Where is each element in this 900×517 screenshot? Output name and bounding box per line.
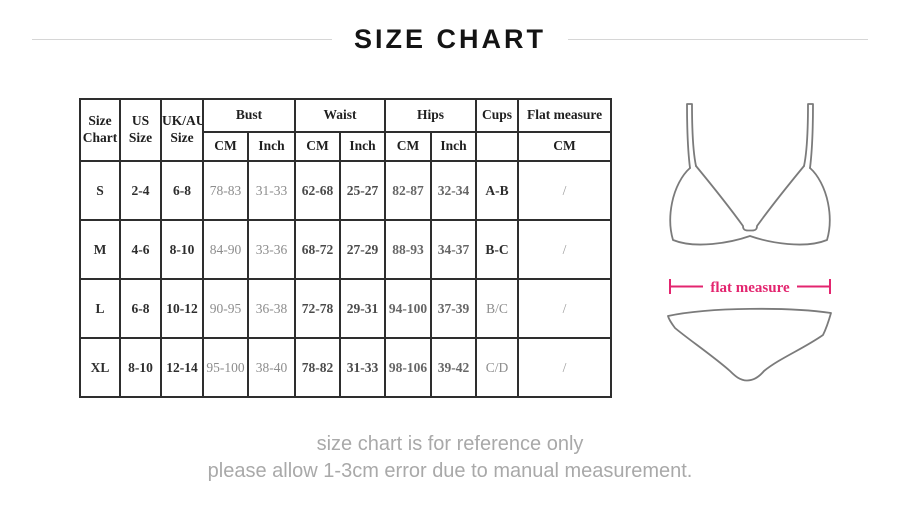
table-cell: 78-82: [294, 337, 342, 398]
bikini-bottom-drawing: [667, 307, 832, 382]
disclaimer-line-1: size chart is for reference only: [316, 433, 584, 455]
bra-inner-edges: [695, 165, 805, 232]
table-cell: 72-78: [294, 278, 342, 339]
table-row: L 6-8 10-12 90-95 36-38 72-78 29-31 94-100 37-39…: [79, 278, 613, 339]
col-header-us-size: US Size: [119, 98, 162, 162]
col-header-uk-au-size: UK/AU Size: [160, 98, 204, 162]
table-cell: 98-106: [384, 337, 433, 398]
bra-right-strap: [803, 103, 814, 169]
flat-measure-label: flat measure: [710, 280, 790, 296]
table-cell: 62-68: [294, 160, 342, 221]
table-cell: 8-10: [160, 219, 204, 280]
table-cell: B/C: [475, 278, 520, 339]
table-cell: C/D: [475, 337, 520, 398]
subheader-bust-cm: CM: [202, 131, 249, 162]
table-cell: 31-33: [339, 337, 387, 398]
col-header-hips: Hips: [384, 98, 478, 133]
col-header-waist: Waist: [294, 98, 387, 133]
subheader-waist-cm: CM: [294, 131, 342, 162]
table-cell: 37-39: [430, 278, 478, 339]
table-cell: XL: [79, 337, 121, 398]
table-cell: M: [79, 219, 121, 280]
header-row-1: Size Chart US Size UK/AU Size Bust Waist…: [79, 98, 613, 162]
table-cell: 95-100: [202, 337, 249, 398]
disclaimer-line-2: please allow 1-3cm error due to manual m…: [207, 460, 693, 482]
table-cell: 10-12: [160, 278, 204, 339]
subheader-flat-measure-cm: CM: [517, 131, 613, 162]
table-cell: B-C: [475, 219, 520, 280]
subheader-hips-cm: CM: [384, 131, 433, 162]
col-header-flat-measure: Flat measure: [517, 98, 613, 133]
table-cell: 29-31: [339, 278, 387, 339]
table-cell: 36-38: [246, 278, 297, 339]
col-header-bust: Bust: [201, 98, 297, 133]
title-row: SIZE CHART: [0, 24, 900, 55]
table-cell: L: [79, 278, 121, 339]
subheader-hips-inch: Inch: [430, 131, 478, 162]
size-table: Size Chart US Size UK/AU Size Bust Waist…: [79, 98, 613, 398]
table-cell: 6-8: [160, 160, 204, 221]
subheader-bust-inch: Inch: [246, 131, 297, 162]
table-cell: 32-34: [430, 160, 478, 221]
table-row: XL 8-10 12-14 95-100 38-40 78-82 31-33 98-106 39…: [79, 337, 613, 398]
flat-measure-line: [669, 279, 831, 294]
title-rule-right: [568, 39, 868, 40]
table-cell: 68-72: [294, 219, 342, 280]
table-cell: 94-100: [384, 278, 433, 339]
table-row: M 4-6 8-10 84-90 33-36 68-72 27-29 88-93 34-37 B-…: [79, 219, 613, 280]
col-header-cups: Cups: [475, 98, 520, 133]
bikini-top-drawing: [669, 103, 831, 246]
table-cell: /: [517, 160, 613, 221]
table-cell: 38-40: [246, 337, 297, 398]
table-cell: 31-33: [246, 160, 297, 221]
table-cell: 84-90: [202, 219, 249, 280]
table-cell: 90-95: [202, 278, 249, 339]
table-cell: /: [517, 278, 613, 339]
table-cell: A-B: [475, 160, 520, 221]
table-cell: 12-14: [160, 337, 204, 398]
swimsuit-illustration: flat measure: [667, 103, 832, 382]
table-cell: 27-29: [339, 219, 387, 280]
table-cell: 39-42: [430, 337, 478, 398]
table-cell: 82-87: [384, 160, 433, 221]
table-cell: 6-8: [119, 278, 162, 339]
col-header-size-chart: Size Chart: [79, 98, 121, 162]
subheader-waist-inch: Inch: [339, 131, 387, 162]
page-title: SIZE CHART: [354, 24, 546, 54]
table-cell: 33-36: [246, 219, 297, 280]
table-cell: 8-10: [119, 337, 162, 398]
table-cell: 25-27: [339, 160, 387, 221]
table-cell: 4-6: [119, 219, 162, 280]
table-cell: 78-83: [202, 160, 249, 221]
header-row-2: CM Inch CM Inch CM Inch CM: [80, 131, 613, 162]
table-row: S 2-4 6-8 78-83 31-33 62-68 25-27 82-87 32-34 A-B…: [79, 160, 613, 221]
table-cell: 34-37: [430, 219, 478, 280]
subheader-cups-empty: [475, 131, 520, 162]
table-cell: 88-93: [384, 219, 433, 280]
table-cell: /: [517, 337, 613, 398]
table-cell: /: [517, 219, 613, 280]
disclaimer: size chart is for reference only please …: [0, 431, 900, 485]
bra-cups-outline: [669, 167, 831, 246]
bra-left-strap: [686, 103, 697, 169]
title-rule-left: [32, 39, 332, 40]
table-cell: 2-4: [119, 160, 162, 221]
size-table-body: S 2-4 6-8 78-83 31-33 62-68 25-27 82-87 32-34 A-B…: [79, 160, 613, 398]
table-cell: S: [79, 160, 121, 221]
